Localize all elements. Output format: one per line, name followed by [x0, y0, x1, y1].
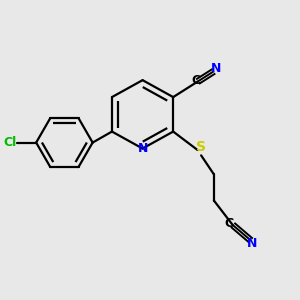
Text: N: N	[248, 237, 258, 250]
Text: C: C	[191, 74, 201, 87]
Text: Cl: Cl	[4, 136, 17, 149]
Text: N: N	[211, 62, 221, 75]
Text: N: N	[137, 142, 148, 155]
Text: C: C	[224, 217, 234, 230]
Text: S: S	[196, 140, 206, 154]
